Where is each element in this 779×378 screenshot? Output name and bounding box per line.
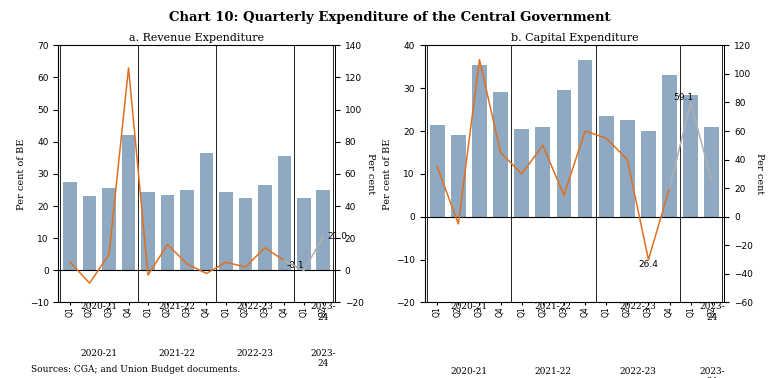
Bar [662, 75, 677, 217]
Bar [514, 129, 529, 217]
Y-axis label: Per cent of BE: Per cent of BE [382, 138, 392, 209]
Bar [277, 156, 291, 270]
Bar [297, 198, 311, 270]
Bar [472, 65, 487, 217]
Bar [316, 190, 330, 270]
Text: 2021-22: 2021-22 [535, 302, 572, 311]
Text: Chart 10: Quarterly Expenditure of the Central Government: Chart 10: Quarterly Expenditure of the C… [169, 11, 610, 24]
Title: a. Revenue Expenditure: a. Revenue Expenditure [129, 33, 264, 43]
Bar [683, 94, 698, 217]
Text: 59.1: 59.1 [674, 93, 694, 102]
Bar [63, 182, 77, 270]
Text: 2023-
24: 2023- 24 [699, 302, 724, 322]
Text: 2023-
24: 2023- 24 [311, 349, 336, 368]
Bar [83, 197, 97, 270]
Bar [180, 190, 194, 270]
Y-axis label: Per cent of BE: Per cent of BE [16, 138, 26, 209]
Bar [556, 90, 571, 217]
Text: 2022-23: 2022-23 [619, 302, 657, 311]
Bar [122, 135, 136, 270]
Bar [493, 93, 508, 217]
Bar [102, 188, 116, 270]
Text: 2022-23: 2022-23 [619, 367, 657, 376]
Title: b. Capital Expenditure: b. Capital Expenditure [511, 33, 638, 43]
Bar [620, 120, 635, 217]
Text: Sources: CGA; and Union Budget documents.: Sources: CGA; and Union Budget documents… [31, 365, 241, 374]
Bar [219, 192, 233, 270]
Text: 2022-23: 2022-23 [237, 302, 273, 311]
Text: 2023-
24: 2023- 24 [699, 367, 724, 378]
Text: 26.4: 26.4 [639, 260, 658, 268]
Text: 2020-21: 2020-21 [81, 349, 118, 358]
Bar [258, 185, 272, 270]
Y-axis label: Per cent: Per cent [365, 153, 375, 195]
Text: -0.1: -0.1 [286, 262, 304, 270]
Bar [599, 116, 614, 217]
Text: 2021-22: 2021-22 [159, 349, 196, 358]
Text: 2023-
24: 2023- 24 [311, 302, 336, 322]
Bar [578, 60, 593, 217]
Bar [641, 131, 656, 217]
Bar [141, 192, 155, 270]
Bar [451, 135, 466, 217]
Text: 21.0: 21.0 [327, 232, 347, 241]
Text: 2020-21: 2020-21 [450, 367, 488, 376]
Text: 2021-22: 2021-22 [535, 367, 572, 376]
Bar [535, 127, 550, 217]
Bar [160, 195, 174, 270]
Text: 2020-21: 2020-21 [81, 302, 118, 311]
Bar [238, 198, 252, 270]
Bar [430, 125, 445, 217]
Bar [704, 127, 719, 217]
Bar [199, 153, 213, 270]
Text: 2020-21: 2020-21 [450, 302, 488, 311]
Text: 2021-22: 2021-22 [159, 302, 196, 311]
Y-axis label: Per cent: Per cent [756, 153, 764, 195]
Text: 2022-23: 2022-23 [237, 349, 273, 358]
